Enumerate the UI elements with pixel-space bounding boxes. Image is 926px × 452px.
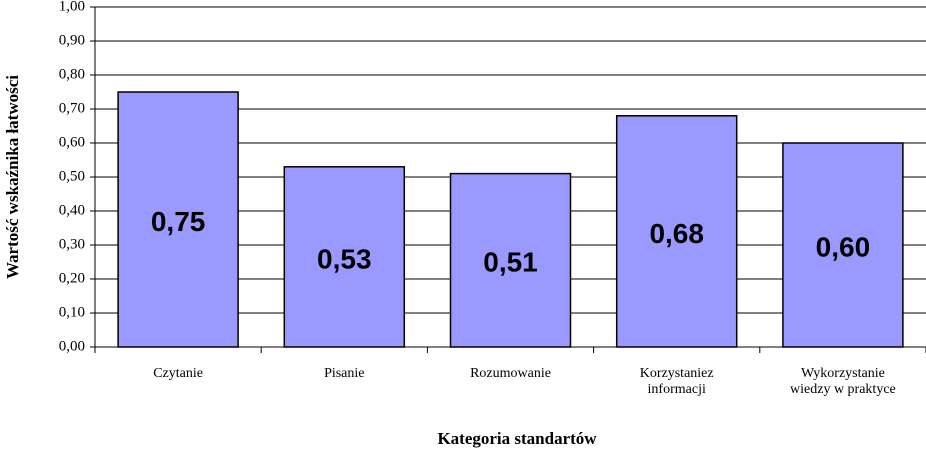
x-tick-label: Rozumowanie bbox=[470, 366, 551, 381]
value-label: 0,53 bbox=[317, 243, 372, 274]
bar bbox=[782, 142, 904, 348]
x-tick-label: Pisanie bbox=[324, 366, 365, 381]
y-tick-label: 0,10 bbox=[59, 304, 85, 320]
x-tick-label: Czytanie bbox=[153, 366, 203, 381]
y-tick-label: 0,50 bbox=[59, 168, 85, 184]
value-label: 0,60 bbox=[816, 231, 871, 262]
y-tick-label: 1,00 bbox=[59, 0, 85, 14]
value-label: 0,51 bbox=[483, 247, 538, 278]
x-tick-label: Wykorzystanie wiedzy w praktyce bbox=[790, 366, 896, 397]
y-tick-label: 0,30 bbox=[59, 236, 85, 252]
x-axis-title: Kategoria standartów bbox=[437, 429, 597, 448]
x-tick-label: Korzystaniez informacji bbox=[639, 366, 714, 397]
y-axis-title: Wartość wskaźnika łatwości bbox=[3, 75, 22, 279]
y-tick-label: 0,70 bbox=[59, 100, 85, 116]
value-label: 0,68 bbox=[649, 218, 704, 249]
bar bbox=[615, 115, 738, 348]
bar bbox=[117, 91, 239, 348]
bar bbox=[283, 166, 406, 348]
y-tick-label: 0,60 bbox=[59, 134, 85, 150]
y-tick-label: 0,90 bbox=[59, 32, 85, 48]
bar bbox=[449, 172, 572, 348]
y-tick-label: 0,20 bbox=[59, 270, 85, 286]
y-tick-label: 0,80 bbox=[59, 66, 85, 82]
y-tick-label: 0,40 bbox=[59, 202, 85, 218]
y-tick-label: 0,00 bbox=[59, 338, 85, 354]
value-label: 0,75 bbox=[151, 206, 206, 237]
